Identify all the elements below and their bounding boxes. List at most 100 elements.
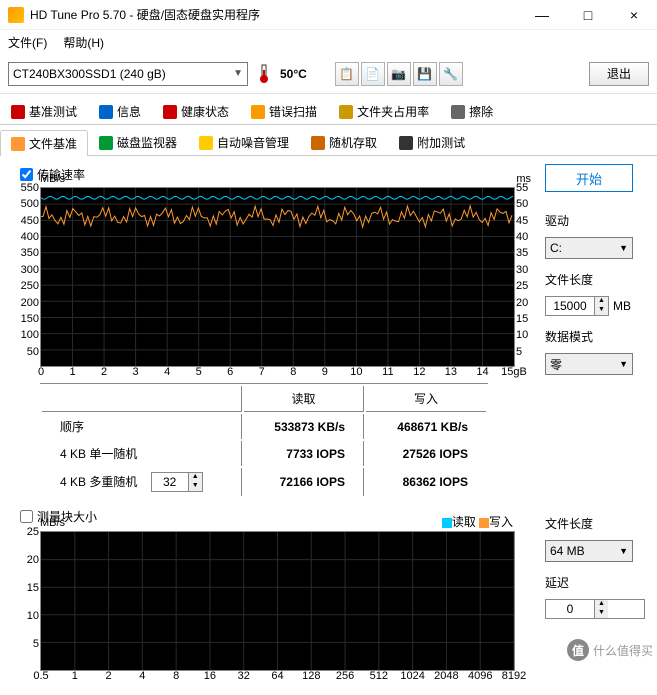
minimize-button[interactable]: — <box>519 0 565 30</box>
tab-icon <box>163 105 177 119</box>
filelen2-value: 64 MB <box>550 544 585 558</box>
watermark: 值 什么值得买 <box>567 639 653 661</box>
tab-文件夹占用率[interactable]: 文件夹占用率 <box>328 98 440 124</box>
transfer-rate-checkbox[interactable] <box>20 168 33 181</box>
drive-label: 驱动 <box>545 212 645 229</box>
tab-icon <box>311 136 325 150</box>
save-icon[interactable]: 💾 <box>413 62 437 86</box>
tab-icon <box>399 136 413 150</box>
tab-label: 错误扫描 <box>269 103 317 120</box>
tab-icon <box>99 136 113 150</box>
copy-icon[interactable]: 📋 <box>335 62 359 86</box>
tab-健康状态[interactable]: 健康状态 <box>152 98 240 124</box>
tab-自动噪音管理[interactable]: 自动噪音管理 <box>188 129 300 155</box>
results-table: 读取写入顺序533873 KB/s468671 KB/s4 KB 单一随机773… <box>40 383 488 498</box>
filelen2-select[interactable]: 64 MB ▼ <box>545 540 633 562</box>
queue-input[interactable] <box>152 473 188 491</box>
tab-文件基准[interactable]: 文件基准 <box>0 130 88 156</box>
tab-错误扫描[interactable]: 错误扫描 <box>240 98 328 124</box>
filelen-label: 文件长度 <box>545 271 645 288</box>
tab-icon <box>11 137 25 151</box>
tab-label: 基准测试 <box>29 103 77 120</box>
filelen-unit: MB <box>613 299 631 313</box>
tab-擦除[interactable]: 擦除 <box>440 98 504 124</box>
tab-icon <box>339 105 353 119</box>
table-row: 4 KB 单一随机7733 IOPS27526 IOPS <box>42 441 486 466</box>
legend-read-swatch <box>442 518 452 528</box>
tab-基准测试[interactable]: 基准测试 <box>0 98 88 124</box>
thermometer-icon <box>256 64 272 84</box>
legend-write-label: 写入 <box>489 515 513 529</box>
drive-letter-value: C: <box>550 241 562 255</box>
tab-随机存取[interactable]: 随机存取 <box>300 129 388 155</box>
table-row: 顺序533873 KB/s468671 KB/s <box>42 414 486 439</box>
datamode-value: 零 <box>550 356 562 373</box>
chart2-legend: 读取 写入 <box>442 513 513 530</box>
filelen2-label: 文件长度 <box>545 515 645 532</box>
close-button[interactable]: × <box>611 0 657 30</box>
filelen-input[interactable] <box>546 297 594 315</box>
tab-icon <box>99 105 113 119</box>
watermark-icon: 值 <box>567 639 589 661</box>
tab-label: 文件夹占用率 <box>357 103 429 120</box>
tab-label: 自动噪音管理 <box>217 134 289 151</box>
temperature-value: 50°C <box>280 67 307 81</box>
down-icon[interactable]: ▼ <box>594 306 608 315</box>
app-icon <box>8 7 24 23</box>
start-button[interactable]: 开始 <box>545 164 633 192</box>
drive-letter-select[interactable]: C: ▼ <box>545 237 633 259</box>
options-icon[interactable]: 🔧 <box>439 62 463 86</box>
chevron-down-icon: ▼ <box>619 546 628 556</box>
y-axis-title: MB/s <box>40 173 65 185</box>
y2-axis-title: MB/s <box>40 517 65 529</box>
tab-label: 附加测试 <box>417 134 465 151</box>
delay-label: 延迟 <box>545 574 645 591</box>
tab-icon <box>11 105 25 119</box>
tab-icon <box>199 136 213 150</box>
queue-spinner[interactable]: ▲▼ <box>151 472 203 492</box>
toolbar: CT240BX300SSD1 (240 gB) ▼ 50°C 📋 📄 📷 💾 🔧… <box>0 54 657 94</box>
chevron-down-icon: ▼ <box>619 359 628 369</box>
down-icon[interactable]: ▼ <box>594 609 608 618</box>
menubar: 文件(F) 帮助(H) <box>0 30 657 54</box>
menu-file[interactable]: 文件(F) <box>8 34 47 51</box>
chevron-down-icon: ▼ <box>233 68 243 79</box>
legend-read-label: 读取 <box>452 515 476 529</box>
watermark-text: 什么值得买 <box>593 642 653 659</box>
menu-help[interactable]: 帮助(H) <box>63 34 104 51</box>
datamode-label: 数据模式 <box>545 328 645 345</box>
window-title: HD Tune Pro 5.70 - 硬盘/固态硬盘实用程序 <box>30 6 519 23</box>
tab-label: 擦除 <box>469 103 493 120</box>
chevron-down-icon: ▼ <box>619 243 628 253</box>
blocksize-chart: 2520151050.51248163264128256512102420484… <box>40 531 515 671</box>
tab-附加测试[interactable]: 附加测试 <box>388 129 476 155</box>
tab-label: 随机存取 <box>329 134 377 151</box>
tab-icon <box>451 105 465 119</box>
datamode-select[interactable]: 零▼ <box>545 353 633 375</box>
tab-label: 信息 <box>117 103 141 120</box>
table-row: 4 KB 多重随机 ▲▼72166 IOPS86362 IOPS <box>42 468 486 496</box>
tab-icon <box>251 105 265 119</box>
blocksize-checkbox[interactable] <box>20 510 33 523</box>
tab-label: 磁盘监视器 <box>117 134 177 151</box>
up-icon[interactable]: ▲ <box>594 297 608 306</box>
copy2-icon[interactable]: 📄 <box>361 62 385 86</box>
exit-button[interactable]: 退出 <box>589 62 649 86</box>
up-icon[interactable]: ▲ <box>594 600 608 609</box>
drive-select-value: CT240BX300SSD1 (240 gB) <box>13 67 166 81</box>
filelen-spinner[interactable]: ▲▼ <box>545 296 609 316</box>
tab-label: 文件基准 <box>29 135 77 152</box>
titlebar: HD Tune Pro 5.70 - 硬盘/固态硬盘实用程序 — □ × <box>0 0 657 30</box>
legend-write-swatch <box>479 518 489 528</box>
tab-磁盘监视器[interactable]: 磁盘监视器 <box>88 129 188 155</box>
maximize-button[interactable]: □ <box>565 0 611 30</box>
delay-spinner[interactable]: ▲▼ <box>545 599 645 619</box>
tab-信息[interactable]: 信息 <box>88 98 152 124</box>
down-icon[interactable]: ▼ <box>188 482 202 491</box>
tabs-row1: 基准测试 信息健康状态 错误扫描 文件夹占用率 擦除 <box>0 94 657 125</box>
drive-select[interactable]: CT240BX300SSD1 (240 gB) ▼ <box>8 62 248 86</box>
delay-input[interactable] <box>546 600 594 618</box>
screenshot-icon[interactable]: 📷 <box>387 62 411 86</box>
up-icon[interactable]: ▲ <box>188 473 202 482</box>
tabs-row2: 文件基准 磁盘监视器 自动噪音管理 随机存取 附加测试 <box>0 125 657 156</box>
